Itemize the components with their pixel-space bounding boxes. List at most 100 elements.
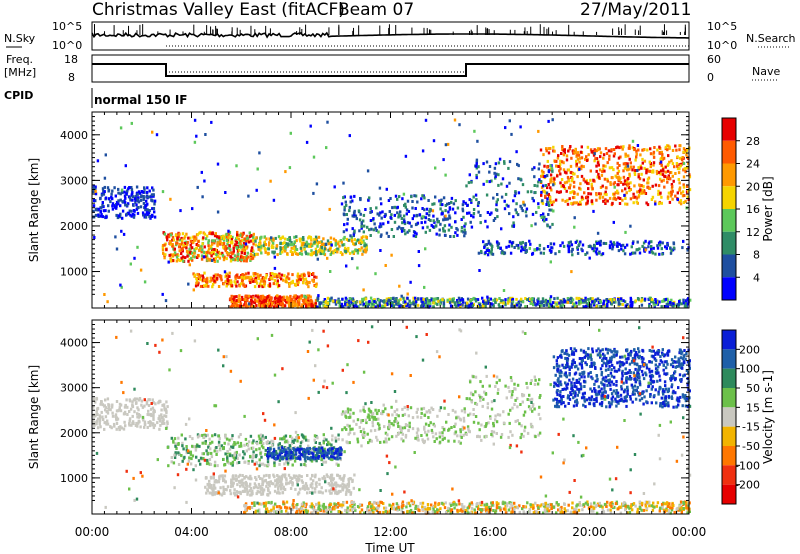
echo-cell [628, 144, 631, 148]
echo-cell [160, 413, 163, 417]
echo-cell [319, 252, 322, 256]
echo-cell [253, 253, 257, 256]
echo-cell [238, 258, 241, 262]
echo-cell [594, 157, 597, 161]
echo-cell [645, 168, 648, 172]
echo-cell [94, 189, 97, 193]
echo-cell [115, 213, 118, 217]
echo-cell [216, 464, 219, 468]
echo-cell [616, 191, 620, 195]
echo-cell [334, 439, 338, 443]
echo-cell [115, 422, 119, 425]
echo-cell [244, 294, 248, 298]
echo-cell [599, 300, 602, 304]
echo-cell [666, 180, 669, 184]
echo-cell [508, 240, 512, 244]
echo-cell [396, 197, 399, 201]
echo-cell [650, 240, 653, 244]
echo-cell [337, 463, 340, 467]
echo-cell [484, 219, 487, 223]
echo-cell [587, 153, 590, 157]
echo-cell [406, 199, 410, 203]
echo-cell [546, 186, 549, 190]
echo-cell [264, 299, 267, 303]
echo-cell [284, 280, 287, 283]
echo-cell [212, 250, 215, 254]
echo-cell [215, 453, 218, 456]
echo-cell [202, 284, 206, 288]
echo-cell [540, 193, 543, 197]
echo-cell [229, 489, 232, 493]
echo-cell [131, 405, 135, 409]
freq-tick-bottom: 8 [68, 71, 75, 84]
echo-cell [211, 239, 214, 243]
echo-cell [167, 233, 170, 237]
echo-cell [548, 248, 552, 252]
echo-cell [657, 192, 660, 196]
echo-cell [557, 154, 560, 158]
echo-cell [353, 229, 356, 233]
echo-cell [598, 147, 601, 151]
echo-cell [509, 251, 513, 255]
echo-cell [342, 243, 346, 247]
echo-cell [272, 473, 275, 477]
echo-cell [242, 489, 245, 493]
echo-cell [231, 484, 235, 488]
echo-cell [444, 214, 447, 218]
echo-cell [485, 193, 489, 197]
echo-cell [249, 493, 252, 497]
echo-cell [400, 227, 403, 231]
echo-cell [666, 195, 670, 199]
echo-cell [214, 273, 217, 277]
echo-cell [457, 303, 460, 307]
echo-cell [120, 285, 123, 289]
echo-cell [240, 480, 243, 484]
echo-cell [569, 301, 572, 304]
echo-cell [271, 440, 275, 444]
echo-cell [111, 202, 115, 206]
echo-cell [237, 276, 240, 280]
echo-cell [130, 209, 133, 213]
echo-cell [578, 156, 582, 160]
echo-cell [158, 427, 161, 431]
echo-cell [171, 259, 174, 263]
echo-cell [288, 284, 291, 288]
echo-cell [416, 200, 419, 204]
echo-cell [546, 174, 549, 178]
echo-cell [142, 195, 145, 198]
echo-cell [324, 460, 328, 464]
echo-cell [626, 303, 629, 306]
echo-cell [231, 235, 234, 239]
echo-cell [301, 303, 304, 307]
echo-cell [570, 201, 573, 205]
echo-cell [554, 198, 558, 202]
echo-cell [189, 452, 193, 456]
echo-cell [182, 243, 185, 247]
echo-cell [562, 185, 566, 189]
echo-cell [305, 140, 309, 144]
echo-cell [529, 297, 532, 301]
echo-cell [348, 299, 351, 303]
echo-cell [472, 212, 476, 215]
echo-cell [547, 299, 550, 303]
echo-cell [345, 203, 348, 207]
echo-cell [213, 480, 216, 484]
echo-cell [651, 184, 654, 188]
echo-cell [569, 297, 573, 301]
echo-cell [310, 448, 314, 452]
echo-cell [641, 161, 644, 165]
echo-cell [398, 195, 401, 199]
echo-cell [399, 214, 402, 218]
echo-cell [550, 177, 553, 181]
echo-cell [186, 251, 189, 255]
echo-cell [421, 304, 425, 308]
echo-cell [151, 186, 154, 190]
echo-cell [612, 182, 615, 186]
echo-cell [224, 452, 227, 456]
echo-cell [255, 448, 258, 452]
echo-cell [520, 242, 523, 246]
echo-cell [216, 492, 219, 495]
echo-cell [306, 294, 309, 298]
echo-cell [308, 491, 312, 494]
